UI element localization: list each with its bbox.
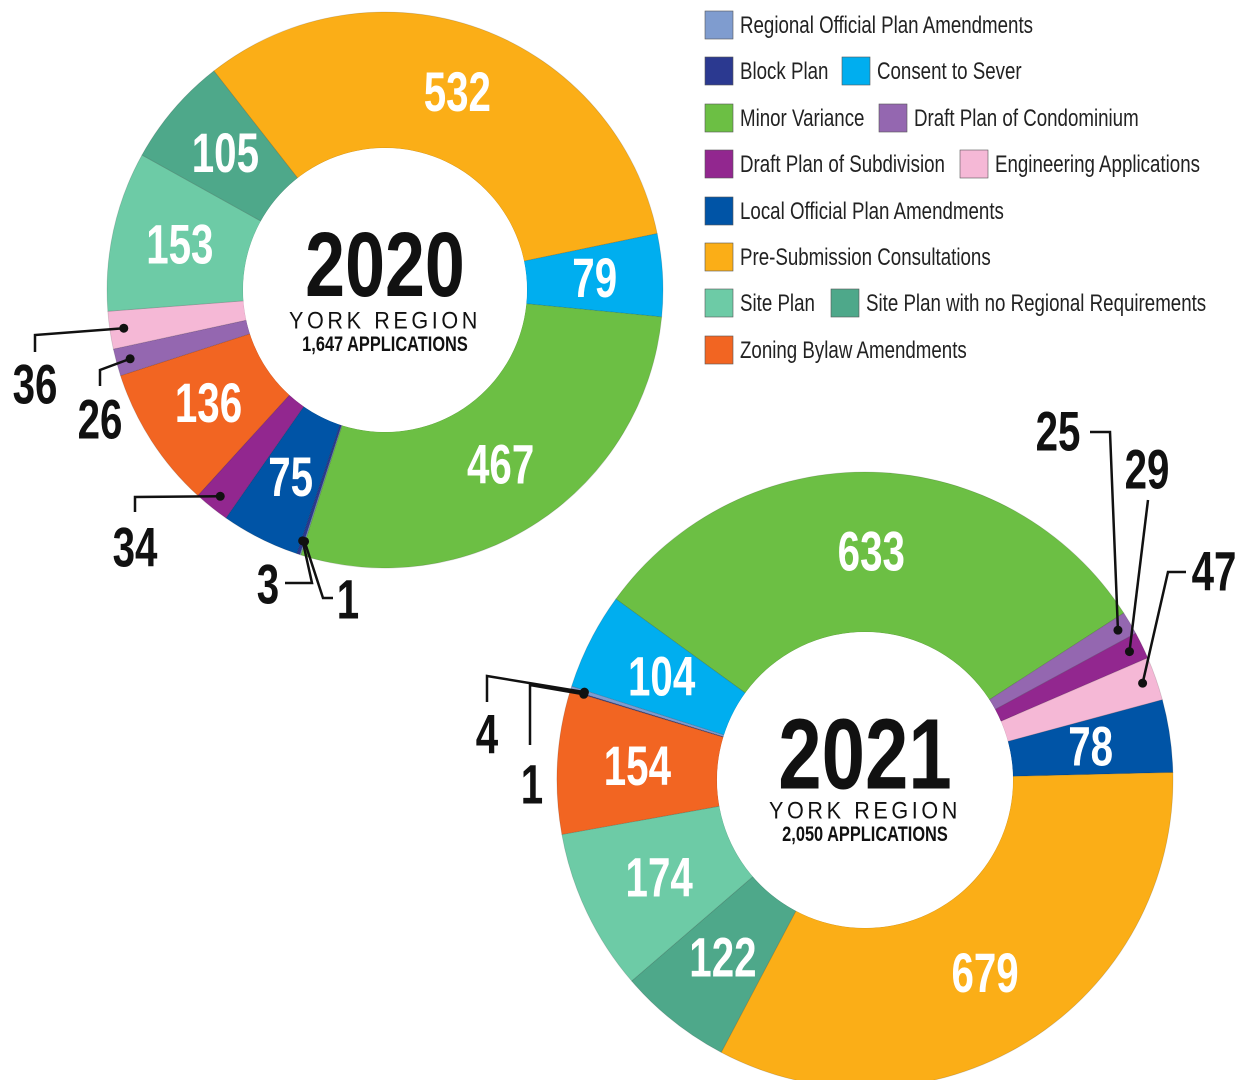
value-label: 153	[146, 214, 213, 276]
legend-swatch	[704, 242, 734, 272]
leader-line	[485, 674, 585, 702]
total-label: 1,647 APPLICATIONS	[302, 332, 468, 355]
legend-label: Local Official Plan Amendments	[740, 198, 1004, 225]
value-label: 154	[604, 736, 671, 798]
value-label: 1	[337, 569, 359, 631]
legend-label: Zoning Bylaw Amendments	[740, 337, 967, 364]
donut-hole	[717, 632, 1013, 928]
legend-label: Minor Variance	[740, 105, 864, 132]
value-label: 79	[572, 248, 617, 310]
leader-line	[1141, 570, 1186, 684]
value-label: 105	[192, 123, 259, 185]
legend-label: Draft Plan of Subdivision	[740, 151, 945, 178]
value-label: 26	[78, 389, 123, 451]
value-label: 25	[1036, 401, 1081, 463]
legend-swatch	[830, 288, 860, 318]
leader-dot	[1124, 647, 1134, 657]
legend-swatch	[704, 335, 734, 365]
value-label: 1	[521, 754, 543, 816]
leader-line	[98, 357, 131, 386]
value-label: 532	[424, 62, 491, 124]
leader-dot	[125, 354, 135, 364]
value-label: 78	[1068, 716, 1113, 778]
value-label: 47	[1192, 541, 1237, 603]
legend-swatch	[704, 56, 734, 86]
value-label: 136	[175, 373, 242, 435]
value-label: 4	[476, 704, 498, 766]
leader-line	[1128, 499, 1150, 652]
value-label: 122	[689, 927, 756, 989]
legend-label: Site Plan with no Regional Requirements	[866, 290, 1206, 317]
donut-segment	[523, 233, 664, 318]
legend-label: Block Plan	[740, 58, 828, 85]
leader-dot	[119, 323, 129, 333]
leader-dot	[1113, 625, 1123, 635]
value-label: 679	[951, 943, 1018, 1005]
legend-label: Engineering Applications	[995, 151, 1200, 178]
leader-line	[303, 541, 333, 600]
value-label: 3	[257, 554, 279, 616]
leader-line	[528, 683, 584, 745]
legend-swatch	[959, 149, 989, 179]
legend-swatch	[704, 103, 734, 133]
leader-line	[1090, 430, 1120, 631]
value-label: 29	[1125, 439, 1170, 501]
value-label: 36	[13, 354, 58, 416]
legend-swatch	[841, 56, 871, 86]
chart-title: 2020	[305, 214, 465, 317]
leader-line	[133, 495, 221, 512]
legend-label: Regional Official Plan Amendments	[740, 12, 1033, 39]
leader-dot	[298, 536, 308, 546]
donut-hole	[243, 148, 527, 432]
leader-dot	[215, 491, 225, 501]
value-label: 104	[628, 646, 695, 708]
leader-line	[33, 326, 124, 352]
leader-dot	[579, 687, 589, 697]
leader-dot	[1138, 678, 1148, 688]
value-label: 633	[838, 521, 905, 583]
chart-subtitle: YORK REGION	[769, 796, 961, 823]
legend-swatch	[878, 103, 908, 133]
chart-title: 2021	[778, 699, 951, 811]
chart-subtitle: YORK REGION	[289, 306, 481, 333]
legend-swatch	[704, 149, 734, 179]
value-label: 75	[268, 447, 313, 509]
legend-swatch	[704, 196, 734, 226]
legend-label: Pre-Submission Consultations	[740, 244, 991, 271]
legend-label: Site Plan	[740, 290, 815, 317]
total-label: 2,050 APPLICATIONS	[782, 822, 948, 845]
value-label: 174	[626, 847, 693, 909]
legend-label: Consent to Sever	[877, 58, 1022, 85]
leader-line	[285, 540, 314, 585]
value-label: 467	[467, 434, 534, 496]
value-label: 34	[113, 517, 158, 579]
legend-label: Draft Plan of Condominium	[914, 105, 1139, 132]
legend-swatch	[704, 288, 734, 318]
legend-swatch	[704, 10, 734, 40]
